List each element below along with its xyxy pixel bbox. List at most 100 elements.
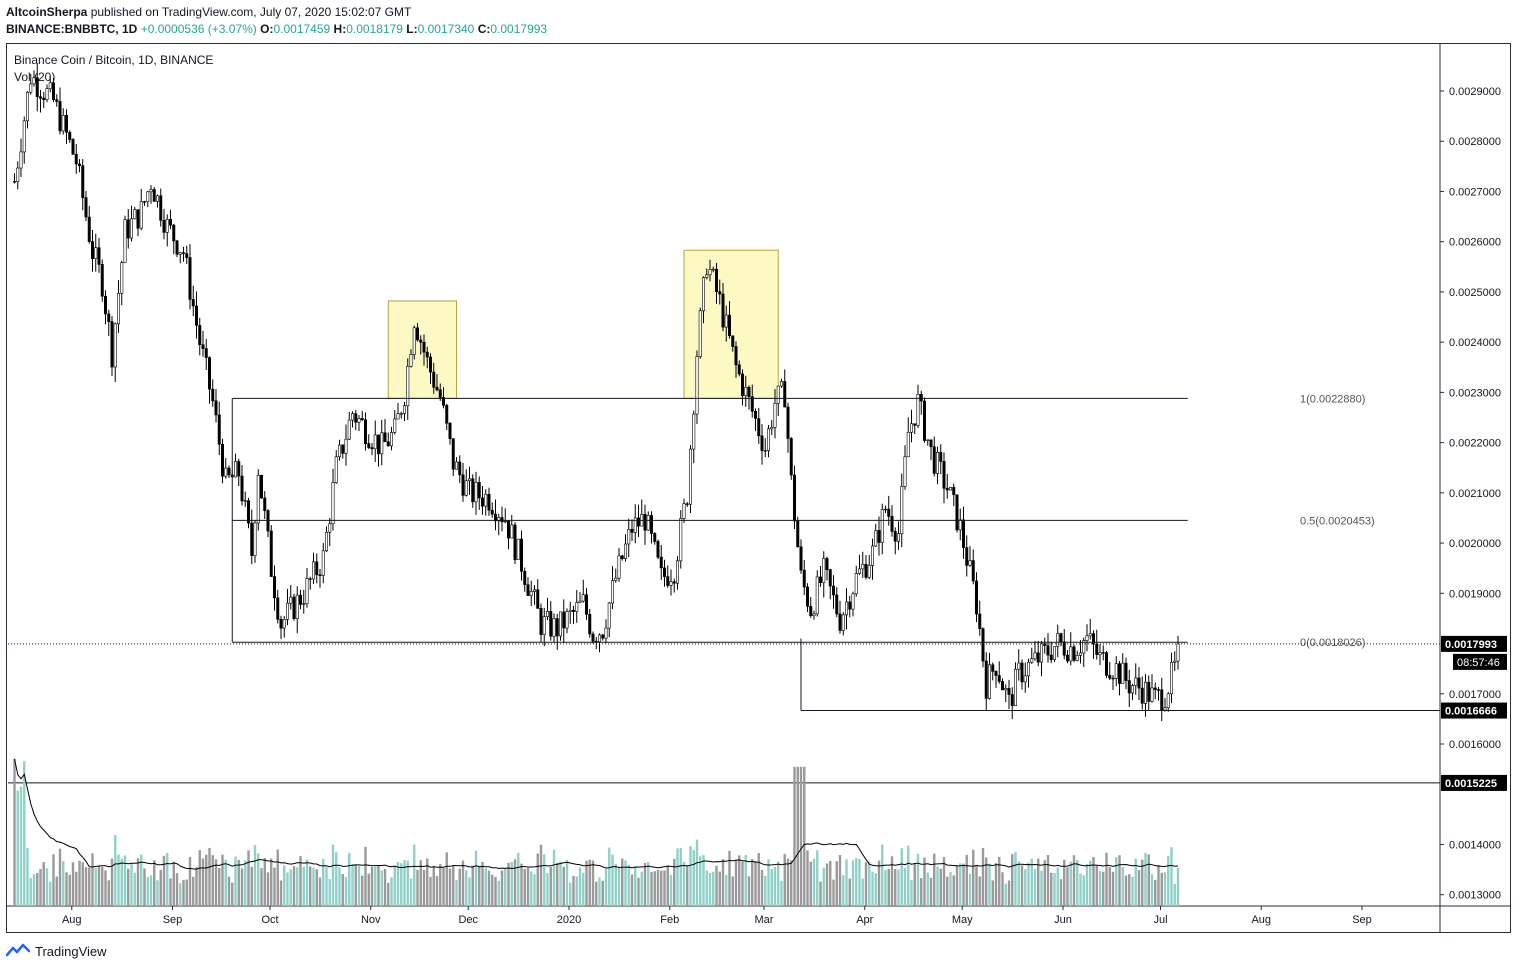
candle-body xyxy=(126,219,130,239)
candle-body xyxy=(1030,658,1034,663)
candle-body xyxy=(584,594,588,615)
candle-body xyxy=(822,558,826,584)
volume-bar xyxy=(660,870,663,906)
volume-bar xyxy=(309,866,312,906)
open-label: O: xyxy=(260,22,274,36)
candle-body xyxy=(1069,646,1073,662)
candle-body xyxy=(458,461,462,476)
volume-bar xyxy=(1040,870,1043,906)
candle-body xyxy=(880,509,884,543)
ohlc-bar: BINANCE:BNBBTC, 1D +0.0000536 (+3.07%) O… xyxy=(6,21,547,38)
candle-body xyxy=(402,405,406,414)
y-tick-label: 0.0019000 xyxy=(1449,588,1501,600)
candle-body xyxy=(1023,675,1027,683)
volume-bar xyxy=(231,882,234,906)
volume-bar xyxy=(910,879,913,906)
volume-bar xyxy=(1167,856,1170,906)
candle-body xyxy=(802,569,806,588)
volume-bar xyxy=(968,873,972,906)
candle-body xyxy=(156,195,160,202)
candle-body xyxy=(263,497,267,511)
volume-bar xyxy=(13,758,16,906)
price-label-text: 0.0017993 xyxy=(1445,639,1497,651)
candle-body xyxy=(399,413,403,415)
y-tick-label: 0.0016000 xyxy=(1449,739,1501,751)
volume-bar xyxy=(315,869,318,906)
candle-body xyxy=(130,218,134,239)
candle-body xyxy=(146,191,150,202)
candle-body xyxy=(685,503,689,505)
candle-body xyxy=(1147,681,1151,702)
symbol-label: BINANCE:BNBBTC, 1D xyxy=(6,22,138,36)
candle-body xyxy=(1111,677,1115,680)
volume-bar xyxy=(107,880,110,906)
candle-body xyxy=(552,618,556,637)
candle-body xyxy=(97,247,101,265)
volume-bar xyxy=(507,862,510,906)
volume-bar xyxy=(783,854,786,906)
volume-bar xyxy=(585,860,588,906)
candle-body xyxy=(344,438,348,454)
volume-bar xyxy=(208,847,211,906)
volume-bar xyxy=(1072,855,1076,906)
volume-bar xyxy=(1134,858,1137,906)
candle-body xyxy=(789,438,793,476)
x-tick-label: Nov xyxy=(361,914,381,926)
candle-body xyxy=(861,564,865,570)
volume-bar xyxy=(114,835,117,906)
candle-body xyxy=(952,487,956,496)
candle-body xyxy=(1134,677,1138,686)
volume-bar xyxy=(549,867,552,906)
volume-bar xyxy=(383,868,387,906)
candle-body xyxy=(406,365,410,407)
volume-bar xyxy=(520,863,523,906)
volume-bar xyxy=(283,865,286,906)
y-tick-label: 0.0026000 xyxy=(1449,237,1501,249)
candle-body xyxy=(363,419,367,444)
candle-body xyxy=(1033,652,1037,660)
volume-bars xyxy=(13,758,1180,906)
volume-bar xyxy=(1137,870,1141,906)
candle-body xyxy=(630,529,634,533)
candle-body xyxy=(87,216,91,242)
candle-body xyxy=(435,386,439,391)
candle-body xyxy=(285,602,289,620)
candle-body xyxy=(545,611,549,617)
volume-bar xyxy=(491,874,494,906)
volume-bar xyxy=(770,869,773,906)
candle-body xyxy=(1040,643,1044,663)
candle-body xyxy=(783,381,787,408)
volume-bar xyxy=(513,859,517,906)
volume-bar xyxy=(455,879,458,906)
volume-bar xyxy=(182,879,185,906)
volume-bar xyxy=(461,860,465,906)
candle-body xyxy=(298,594,302,605)
x-tick-label: May xyxy=(952,914,973,926)
candle-body xyxy=(276,597,280,620)
volume-bar xyxy=(494,876,497,906)
candle-body xyxy=(29,83,33,93)
candle-body xyxy=(445,404,449,424)
fib-label: 0(0.0018026) xyxy=(1300,637,1365,649)
candle-body xyxy=(851,593,855,610)
candle-body xyxy=(649,515,653,534)
candle-body xyxy=(922,400,926,441)
volume-bar xyxy=(530,871,533,906)
candle-body xyxy=(864,564,868,578)
volume-bar xyxy=(361,875,364,906)
volume-bar xyxy=(601,880,604,906)
candle-body xyxy=(1059,633,1063,643)
volume-bar xyxy=(1011,854,1014,906)
footer-brand[interactable]: TradingView xyxy=(35,943,107,959)
volume-bar xyxy=(58,848,62,906)
volume-bar xyxy=(773,866,777,906)
candle-body xyxy=(542,616,546,635)
y-tick-label: 0.0014000 xyxy=(1449,839,1501,851)
candle-body xyxy=(942,461,946,489)
volume-bar xyxy=(1030,858,1033,906)
volume-bar xyxy=(94,868,97,906)
candle-body xyxy=(809,606,813,617)
volume-bar xyxy=(939,868,942,906)
publisher-name[interactable]: AltcoinSherpa xyxy=(6,5,88,19)
